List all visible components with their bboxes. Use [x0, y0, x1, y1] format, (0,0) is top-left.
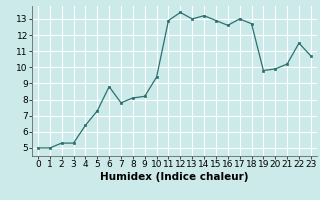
X-axis label: Humidex (Indice chaleur): Humidex (Indice chaleur) [100, 172, 249, 182]
